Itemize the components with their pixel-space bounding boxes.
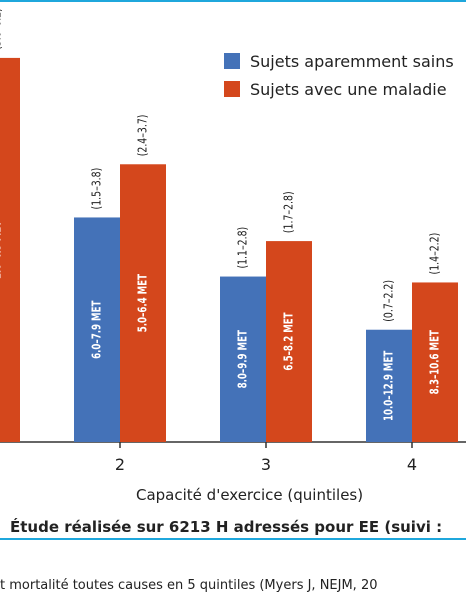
- ci-label-healthy-q2: (1.5–3.8): [89, 168, 103, 210]
- legend-swatch-healthy: [224, 53, 240, 69]
- legend-swatch-disease: [224, 81, 240, 97]
- legend-item-disease: Sujets avec une maladie: [224, 78, 454, 100]
- bar-disease-q3: [266, 241, 312, 442]
- study-subtitle: Étude réalisée sur 6213 H adressés pour …: [10, 518, 443, 536]
- x-axis-label: Capacité d'exercice (quintiles): [136, 486, 364, 504]
- legend-label-disease: Sujets avec une maladie: [250, 79, 447, 99]
- x-tick-label-4: 4: [407, 455, 417, 474]
- ci-label-disease-q1: (3.0–6.2): [0, 8, 4, 50]
- legend-label-healthy: Sujets aparemment sains: [250, 51, 454, 71]
- chart-frame: [0, 0, 466, 540]
- met-label-healthy-q4: 10.0–12.9 MET: [382, 350, 396, 421]
- ci-label-healthy-q3: (1.1–2.8): [235, 227, 249, 269]
- bar-healthy-q4: [366, 329, 412, 442]
- bar-disease-q4: [412, 282, 458, 442]
- met-label-disease-q3: 6.5–8.2 MET: [282, 312, 296, 371]
- met-label-disease-q2: 5.0–6.4 MET: [136, 273, 150, 332]
- legend-item-healthy: Sujets aparemment sains: [224, 50, 454, 72]
- met-label-healthy-q3: 8.0–9.9 MET: [236, 329, 250, 388]
- bar-disease-q2: [120, 164, 166, 443]
- met-label-healthy-q2: 6.0–7.9 MET: [90, 300, 104, 359]
- bar-healthy-q3: [220, 276, 266, 442]
- met-label-disease-q1: 1.0–4.9 MET: [0, 220, 4, 279]
- x-tick-label-3: 3: [261, 455, 271, 474]
- legend: Sujets aparemment sains Sujets avec une …: [224, 50, 454, 106]
- ci-label-disease-q3: (1.7–2.8): [281, 191, 295, 233]
- bar-chart: 11.0–4.9 MET(3.0–6.2)26.0–7.9 MET(1.5–3.…: [0, 8, 466, 474]
- bar-disease-q1: [0, 57, 20, 443]
- footer-caption: t mortalité toutes causes en 5 quintiles…: [0, 578, 378, 593]
- ci-label-disease-q2: (2.4–3.7): [135, 115, 149, 157]
- ci-label-healthy-q4: (0.7–2.2): [381, 280, 395, 322]
- met-label-disease-q4: 8.3–10.6 MET: [428, 329, 442, 394]
- x-tick-label-2: 2: [115, 455, 125, 474]
- bar-healthy-q2: [74, 217, 120, 442]
- ci-label-disease-q4: (1.4–2.2): [427, 233, 441, 275]
